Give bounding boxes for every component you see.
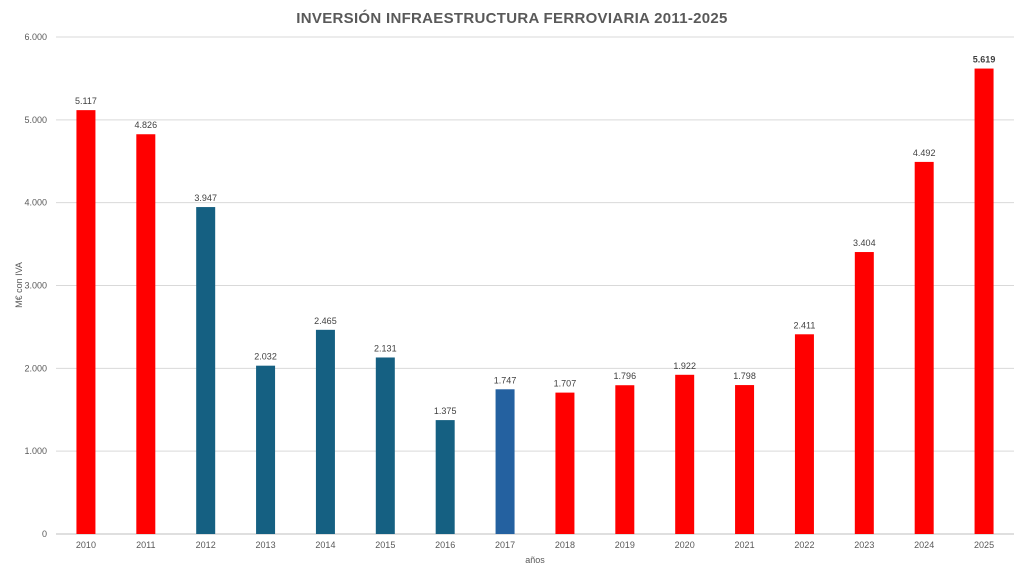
y-tick-label: 2.000	[24, 363, 47, 373]
data-label-2021: 1.798	[733, 371, 756, 381]
bar-2016	[435, 420, 455, 534]
x-tick-label: 2019	[615, 540, 635, 550]
bars	[76, 68, 994, 535]
x-axis-label: años	[525, 555, 545, 565]
bar-2022	[794, 334, 814, 534]
x-tick-label: 2014	[315, 540, 335, 550]
x-tick-label: 2023	[854, 540, 874, 550]
x-tick-label: 2013	[256, 540, 276, 550]
bar-2023	[854, 252, 874, 534]
bar-2020	[675, 374, 695, 534]
data-label-2020: 1.922	[673, 361, 696, 371]
y-tick-label: 3.000	[24, 281, 47, 291]
data-label-2017: 1.747	[494, 375, 517, 385]
x-tick-label: 2020	[675, 540, 695, 550]
x-tick-label: 2021	[735, 540, 755, 550]
data-label-2023: 3.404	[853, 238, 876, 248]
data-label-2013: 2.032	[254, 352, 277, 362]
data-label-2024: 4.492	[913, 148, 936, 158]
bar-2011	[136, 134, 156, 534]
x-tick-label: 2025	[974, 540, 994, 550]
x-tick-label: 2012	[196, 540, 216, 550]
y-tick-label: 5.000	[24, 115, 47, 125]
data-label-2018: 1.707	[554, 379, 577, 389]
data-label-2015: 2.131	[374, 343, 397, 353]
x-tick-label: 2010	[76, 540, 96, 550]
bar-2010	[76, 110, 96, 534]
bar-2024	[914, 161, 934, 535]
bar-2015	[375, 357, 395, 534]
data-label-2014: 2.465	[314, 316, 337, 326]
x-tick-label: 2022	[794, 540, 814, 550]
x-tick-label: 2024	[914, 540, 934, 550]
bar-2021	[735, 385, 755, 534]
data-label-2012: 3.947	[194, 193, 217, 203]
bar-2019	[615, 385, 635, 534]
chart-title: INVERSIÓN INFRAESTRUCTURA FERROVIARIA 20…	[296, 9, 727, 27]
gridlines	[56, 36, 1014, 535]
x-tick-label: 2016	[435, 540, 455, 550]
y-axis-ticks: 0 1.000 2.000 3.000 4.000 5.000 6.000	[24, 32, 47, 539]
data-label-2025: 5.619	[973, 55, 996, 65]
y-tick-label: 6.000	[24, 32, 47, 42]
data-label-2022: 2.411	[794, 320, 816, 330]
y-tick-label: 4.000	[24, 198, 47, 208]
x-tick-label: 2017	[495, 540, 515, 550]
x-tick-label: 2011	[136, 540, 155, 550]
x-axis-ticks: 2010 2011 2012 2013 2014 2015 2016 2017 2018 2019…	[76, 540, 994, 550]
bar-2025	[974, 68, 994, 534]
data-label-2016: 1.375	[434, 406, 457, 416]
data-labels: 5.117 4.826 3.947 2.032 2.465 2.131 1.375 1.747…	[75, 55, 995, 417]
data-label-2019: 1.796	[614, 371, 637, 381]
y-tick-label: 0	[42, 529, 47, 539]
bar-2014	[315, 329, 335, 534]
y-axis-label: M€ con IVA	[14, 262, 24, 308]
data-label-2010: 5.117	[75, 96, 97, 106]
x-tick-label: 2018	[555, 540, 575, 550]
x-tick-label: 2015	[375, 540, 395, 550]
y-tick-label: 1.000	[24, 446, 47, 456]
data-label-2011: 4.826	[135, 120, 158, 130]
bar-2018	[555, 392, 575, 534]
bar-2017	[495, 389, 515, 534]
bar-2012	[196, 207, 216, 535]
bar-2013	[256, 365, 276, 534]
